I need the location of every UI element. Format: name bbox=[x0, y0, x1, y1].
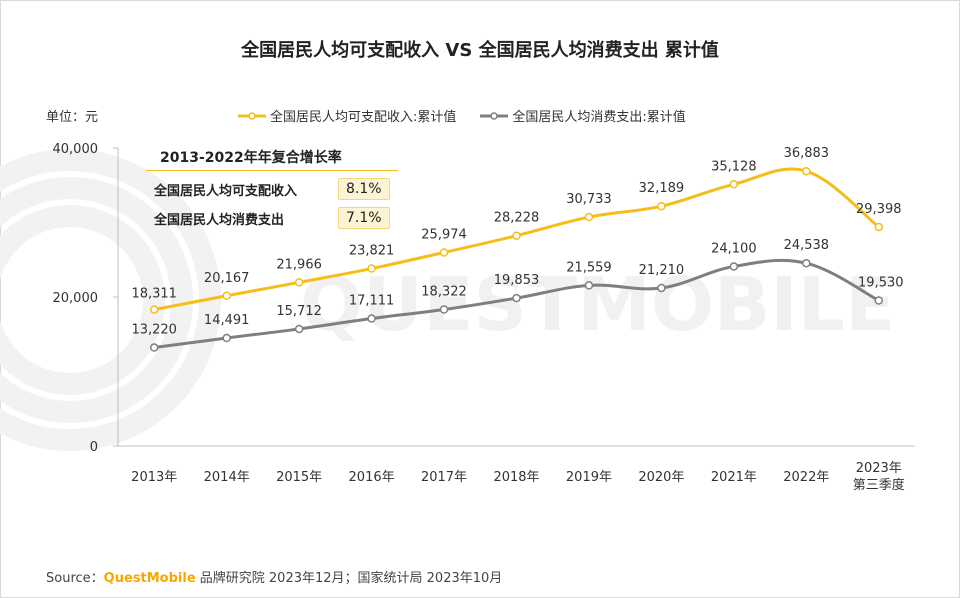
data-label: 19,530 bbox=[858, 276, 904, 291]
watermark-text: QUESTMOBILE bbox=[300, 262, 896, 348]
data-point bbox=[149, 305, 159, 314]
x-tick-label: 2020年 bbox=[638, 470, 684, 485]
chart-title: 全国居民人均可支配收入 VS 全国居民人均消费支出 累计值 bbox=[241, 40, 719, 61]
data-label: 21,559 bbox=[566, 260, 612, 275]
data-label: 28,228 bbox=[494, 211, 540, 226]
data-point bbox=[657, 283, 666, 293]
data-label: 18,322 bbox=[421, 285, 467, 300]
data-label: 13,220 bbox=[131, 323, 177, 338]
x-tick-label: 2018年 bbox=[493, 470, 539, 485]
series-0: 18,311 20,167 21,966 23,821 25,974 28,228 30,7… bbox=[131, 146, 902, 314]
data-point bbox=[367, 264, 376, 273]
y-tick-label: 20,000 bbox=[53, 291, 99, 306]
data-label: 24,538 bbox=[784, 238, 830, 253]
y-tick-label: 40,000 bbox=[53, 142, 99, 157]
data-label: 14,491 bbox=[204, 313, 250, 328]
data-point bbox=[367, 314, 376, 323]
data-point bbox=[512, 293, 521, 303]
data-label: 24,100 bbox=[711, 241, 757, 256]
data-point bbox=[439, 305, 449, 314]
data-label: 19,853 bbox=[494, 273, 540, 288]
source-brand: QuestMobile bbox=[103, 571, 196, 586]
data-point bbox=[294, 324, 304, 334]
series-layer: 18,311 20,167 21,966 23,821 25,974 28,228 30,7… bbox=[131, 146, 904, 352]
y-tick-label: 0 bbox=[90, 440, 98, 455]
data-label: 36,883 bbox=[784, 146, 830, 161]
x-tick-label: 2023年第三季度 bbox=[853, 461, 905, 493]
data-point bbox=[294, 278, 304, 287]
cagr-value-income: 8.1% bbox=[338, 178, 390, 200]
x-tick-label: 2014年 bbox=[204, 470, 250, 485]
legend-swatch-spending bbox=[480, 111, 509, 120]
legend-swatch-income bbox=[238, 111, 266, 120]
x-tick-label: 2017年 bbox=[421, 470, 467, 485]
unit-label: 单位：元 bbox=[46, 110, 99, 125]
data-label: 20,167 bbox=[204, 271, 250, 286]
data-label: 30,733 bbox=[566, 192, 612, 207]
data-point bbox=[439, 248, 449, 257]
data-point bbox=[584, 281, 594, 290]
cagr-row-spending: 全国居民人均消费支出 7.1% bbox=[146, 207, 406, 229]
cagr-row-income: 全国居民人均可支配收入 8.1% bbox=[146, 178, 406, 200]
data-label: 29,398 bbox=[856, 202, 902, 217]
data-label: 32,189 bbox=[639, 181, 685, 196]
data-label: 25,974 bbox=[421, 227, 467, 242]
data-point bbox=[512, 231, 521, 240]
cagr-label-spending: 全国居民人均消费支出 bbox=[154, 212, 285, 228]
x-tick-label: 2015年 bbox=[276, 470, 322, 485]
watermark-ring-2 bbox=[0, 205, 165, 395]
data-label: 17,111 bbox=[349, 294, 395, 309]
chart-axes: 0 20,000 40,000 2013年 2014年 2015年 2016年 2017年 20… bbox=[53, 142, 915, 493]
cagr-label-income: 全国居民人均可支配收入 bbox=[154, 183, 298, 199]
source-rest: 品牌研究院 2023年12月；国家统计局 2023年10月 bbox=[195, 571, 503, 586]
data-label: 15,712 bbox=[276, 304, 322, 319]
x-tick-label: 2013年 bbox=[131, 470, 177, 485]
data-point bbox=[729, 262, 739, 271]
data-label: 18,311 bbox=[131, 287, 177, 302]
data-point bbox=[584, 212, 594, 222]
data-point bbox=[222, 291, 231, 301]
legend-label-income: 全国居民人均可支配收入:累计值 bbox=[270, 110, 457, 125]
data-point bbox=[802, 258, 811, 268]
cagr-box: 2013-2022年年复合增长率 全国居民人均可支配收入 8.1% 全国居民人均… bbox=[146, 147, 406, 229]
legend-label-spending: 全国居民人均消费支出:累计值 bbox=[512, 110, 686, 125]
data-point bbox=[802, 166, 811, 176]
data-label: 21,966 bbox=[276, 257, 322, 272]
source-prefix: Source： bbox=[46, 571, 104, 586]
data-point bbox=[729, 180, 739, 189]
x-tick-label: 2016年 bbox=[349, 470, 395, 485]
data-label: 35,128 bbox=[711, 159, 757, 174]
data-point bbox=[874, 296, 884, 305]
x-tick-label: 2022年 bbox=[783, 470, 829, 485]
cagr-title: 2013-2022年年复合增长率 bbox=[146, 147, 398, 171]
x-tick-label: 2021年 bbox=[711, 470, 757, 485]
legend: 全国居民人均可支配收入:累计值 全国居民人均消费支出:累计值 bbox=[238, 106, 710, 125]
legend-item-income: 全国居民人均可支配收入:累计值 bbox=[238, 106, 456, 125]
source-note: Source：QuestMobile 品牌研究院 2023年12月；国家统计局 … bbox=[46, 567, 502, 586]
data-point bbox=[222, 333, 231, 343]
data-label: 23,821 bbox=[349, 244, 395, 259]
legend-item-spending: 全国居民人均消费支出:累计值 bbox=[480, 106, 686, 125]
x-tick-label: 2019年 bbox=[566, 470, 612, 485]
watermark-ring-1 bbox=[0, 177, 193, 423]
data-point bbox=[657, 201, 666, 211]
data-point bbox=[874, 222, 884, 232]
data-point bbox=[149, 343, 159, 352]
cagr-value-spending: 7.1% bbox=[338, 207, 390, 229]
data-label: 21,210 bbox=[639, 263, 685, 278]
series-1: 13,220 14,491 15,712 17,111 18,322 19,853 21,5… bbox=[131, 238, 904, 352]
